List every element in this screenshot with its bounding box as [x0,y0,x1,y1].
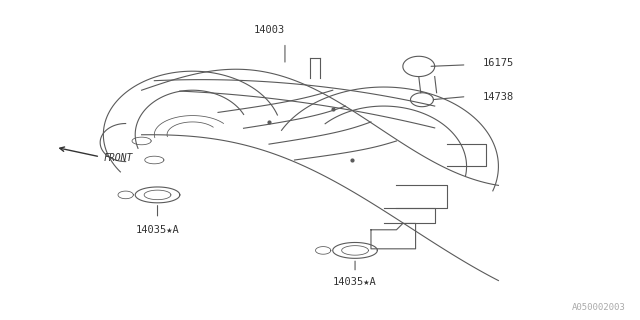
Text: 14035★A: 14035★A [333,277,377,287]
Text: A050002003: A050002003 [572,303,626,312]
Text: 16175: 16175 [483,58,514,68]
Text: FRONT: FRONT [103,153,132,164]
Text: 14738: 14738 [483,92,514,101]
Text: 14003: 14003 [253,25,285,35]
Text: 14035★A: 14035★A [136,225,179,235]
